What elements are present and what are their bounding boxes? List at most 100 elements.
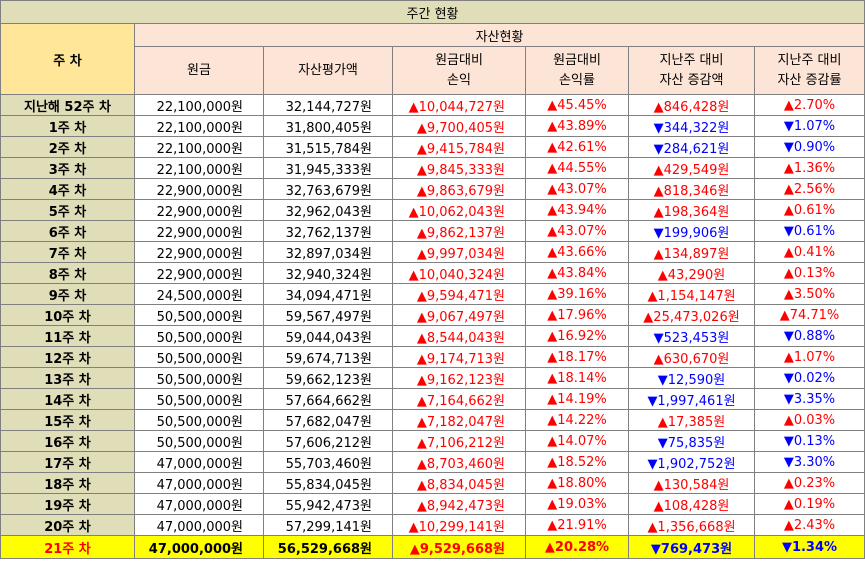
weekly-change-rate-cell: ▼1.34%: [753, 535, 865, 559]
profit-loss-header-line1: 원금대비: [435, 52, 483, 68]
profit-loss-cell: ▲10,040,324원: [392, 262, 526, 284]
principal-header-label: 원금: [187, 62, 211, 78]
profit-loss-cell: ▲10,044,727원: [392, 94, 526, 116]
table-row: 5주 차 22,900,000원 32,962,043원 ▲10,062,043원 ▲4…: [0, 199, 865, 221]
profit-loss-cell: ▲9,997,034원: [392, 241, 526, 263]
weekly-change-rate-cell: ▲1.07%: [753, 346, 865, 368]
valuation-header-label: 자산평가액: [298, 62, 358, 78]
week-label: 17주 차: [0, 451, 135, 473]
weekly-change-cell: ▲17,385원: [628, 409, 755, 431]
table-row: 10주 차 50,500,000원 59,567,497원 ▲9,067,497원 ▲1…: [0, 304, 865, 326]
principal-cell: 22,100,000원: [134, 136, 264, 158]
principal-cell: 47,000,000원: [134, 514, 264, 536]
valuation-cell: 32,144,727원: [263, 94, 393, 116]
week-label: 18주 차: [0, 472, 135, 494]
weekly-change-cell: ▼523,453원: [628, 325, 755, 347]
week-label: 12주 차: [0, 346, 135, 368]
table-row: 14주 차 50,500,000원 57,664,662원 ▲7,164,662원 ▲1…: [0, 388, 865, 410]
weekly-change-cell: ▼75,835원: [628, 430, 755, 452]
principal-cell: 50,500,000원: [134, 409, 264, 431]
weekly-change-rate-cell: ▼0.13%: [753, 430, 865, 452]
principal-cell: 50,500,000원: [134, 430, 264, 452]
valuation-cell: 55,834,045원: [263, 472, 393, 494]
valuation-header: 자산평가액: [263, 46, 393, 95]
weekly-change-cell: ▲818,346원: [628, 178, 755, 200]
valuation-cell: 32,962,043원: [263, 199, 393, 221]
weekly-change-cell: ▲1,356,668원: [628, 514, 755, 536]
profit-loss-rate-cell: ▲19.03%: [525, 493, 629, 515]
profit-loss-cell: ▲8,942,473원: [392, 493, 526, 515]
profit-loss-header: 원금대비 손익: [392, 46, 526, 95]
profit-loss-cell: ▲9,862,137원: [392, 220, 526, 242]
profit-loss-rate-cell: ▲43.89%: [525, 115, 629, 137]
profit-loss-cell: ▲9,162,123원: [392, 367, 526, 389]
profit-loss-rate-header: 원금대비 손익률: [525, 46, 629, 95]
weekly-change-rate-cell: ▲0.41%: [753, 241, 865, 263]
weekly-change-cell: ▼199,906원: [628, 220, 755, 242]
profit-loss-cell: ▲7,182,047원: [392, 409, 526, 431]
weekly-change-rate-cell: ▲0.03%: [753, 409, 865, 431]
principal-cell: 22,100,000원: [134, 157, 264, 179]
table-row: 1주 차 22,100,000원 31,800,405원 ▲9,700,405원 ▲43…: [0, 115, 865, 137]
profit-loss-rate-cell: ▲14.19%: [525, 388, 629, 410]
profit-loss-cell: ▲9,863,679원: [392, 178, 526, 200]
principal-cell: 50,500,000원: [134, 388, 264, 410]
profit-loss-cell: ▲10,299,141원: [392, 514, 526, 536]
valuation-cell: 32,897,034원: [263, 241, 393, 263]
weekly-change-header-line1: 지난주 대비: [659, 52, 724, 68]
valuation-cell: 59,674,713원: [263, 346, 393, 368]
week-label: 13주 차: [0, 367, 135, 389]
week-label: 5주 차: [0, 199, 135, 221]
principal-header: 원금: [134, 46, 264, 95]
week-label: 2주 차: [0, 136, 135, 158]
table-row: 19주 차 47,000,000원 55,942,473원 ▲8,942,473원 ▲1…: [0, 493, 865, 515]
valuation-cell: 32,763,679원: [263, 178, 393, 200]
weekly-change-rate-header: 지난주 대비 자산 증감률: [753, 46, 865, 95]
table-row: 17주 차 47,000,000원 55,703,460원 ▲8,703,460원 ▲1…: [0, 451, 865, 473]
weekly-change-cell: ▲630,670원: [628, 346, 755, 368]
principal-cell: 22,900,000원: [134, 220, 264, 242]
profit-loss-cell: ▲8,703,460원: [392, 451, 526, 473]
profit-loss-rate-cell: ▲43.94%: [525, 199, 629, 221]
profit-loss-rate-cell: ▲43.84%: [525, 262, 629, 284]
table-row: 20주 차 47,000,000원 57,299,141원 ▲10,299,141원 ▲…: [0, 514, 865, 536]
profit-loss-rate-cell: ▲16.92%: [525, 325, 629, 347]
valuation-cell: 31,945,333원: [263, 157, 393, 179]
weekly-change-cell: ▲198,364원: [628, 199, 755, 221]
profit-loss-cell: ▲7,164,662원: [392, 388, 526, 410]
weekly-change-rate-cell: ▲0.19%: [753, 493, 865, 515]
weekly-change-cell: ▼1,997,461원: [628, 388, 755, 410]
table-row: 8주 차 22,900,000원 32,940,324원 ▲10,040,324원 ▲4…: [0, 262, 865, 284]
profit-loss-rate-cell: ▲18.17%: [525, 346, 629, 368]
principal-cell: 47,000,000원: [134, 451, 264, 473]
week-label: 11주 차: [0, 325, 135, 347]
valuation-cell: 32,940,324원: [263, 262, 393, 284]
week-label: 6주 차: [0, 220, 135, 242]
profit-loss-rate-cell: ▲20.28%: [525, 535, 629, 559]
profit-loss-rate-cell: ▲14.07%: [525, 430, 629, 452]
table-row: 9주 차 24,500,000원 34,094,471원 ▲9,594,471원 ▲39…: [0, 283, 865, 305]
table-row: 11주 차 50,500,000원 59,044,043원 ▲8,544,043원 ▲1…: [0, 325, 865, 347]
profit-loss-cell: ▲9,174,713원: [392, 346, 526, 368]
week-header: 주 차: [0, 23, 135, 95]
principal-cell: 22,100,000원: [134, 94, 264, 116]
weekly-change-rate-cell: ▲0.13%: [753, 262, 865, 284]
table-row: 12주 차 50,500,000원 59,674,713원 ▲9,174,713원 ▲1…: [0, 346, 865, 368]
asset-status-header: 자산현황: [133, 23, 865, 47]
valuation-cell: 34,094,471원: [263, 283, 393, 305]
weekly-change-rate-cell: ▼0.61%: [753, 220, 865, 242]
weekly-status-table: 주간 현황 주 차 자산현황 원금 자산평가액 원금대비 손익 원금대비 손익률 지…: [0, 0, 865, 559]
profit-loss-rate-cell: ▲18.80%: [525, 472, 629, 494]
weekly-change-cell: ▼1,902,752원: [628, 451, 755, 473]
profit-loss-rate-cell: ▲18.14%: [525, 367, 629, 389]
weekly-change-cell: ▲130,584원: [628, 472, 755, 494]
principal-cell: 22,900,000원: [134, 178, 264, 200]
valuation-cell: 57,299,141원: [263, 514, 393, 536]
week-label: 9주 차: [0, 283, 135, 305]
weekly-change-cell: ▲134,897원: [628, 241, 755, 263]
weekly-change-rate-cell: ▲0.61%: [753, 199, 865, 221]
principal-cell: 47,000,000원: [134, 493, 264, 515]
week-label: 15주 차: [0, 409, 135, 431]
principal-cell: 50,500,000원: [134, 325, 264, 347]
profit-loss-cell: ▲8,834,045원: [392, 472, 526, 494]
